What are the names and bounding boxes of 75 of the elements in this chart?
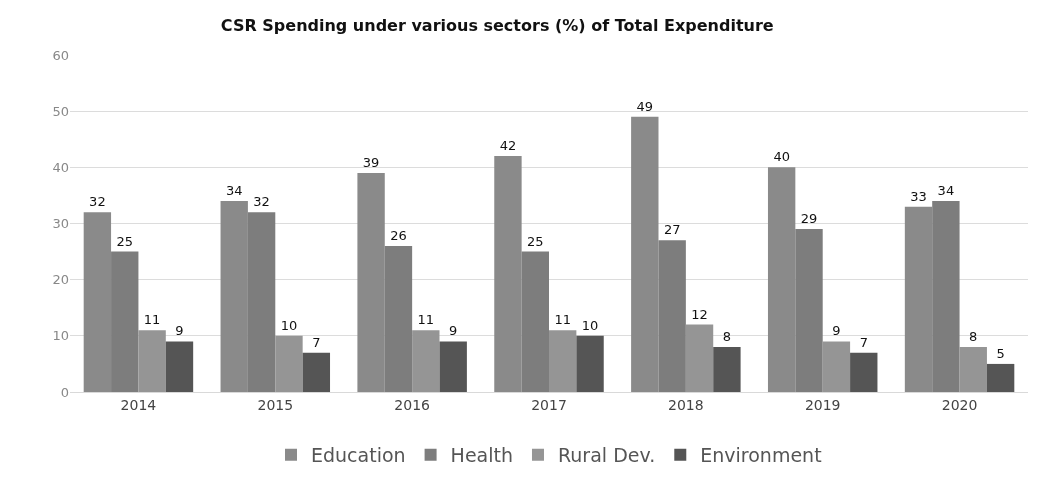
bar [494, 156, 522, 392]
bar [275, 335, 303, 392]
legend-label: Health [450, 444, 513, 467]
data-label: 11 [554, 312, 571, 328]
bar [685, 324, 714, 392]
bar [384, 245, 413, 392]
data-label: 33 [910, 188, 927, 204]
y-tick-label: 20 [52, 272, 69, 288]
x-tick-label: 2016 [394, 396, 431, 413]
bar [767, 167, 796, 392]
data-label: 10 [280, 317, 298, 333]
data-label: 25 [116, 233, 134, 249]
data-label: 8 [722, 329, 732, 345]
bar [165, 341, 194, 392]
data-label: 39 [362, 154, 380, 170]
data-label: 26 [390, 227, 407, 243]
data-label: 32 [253, 194, 270, 210]
legend-label: Environment [700, 444, 822, 467]
bar [904, 206, 933, 392]
bar [631, 116, 659, 392]
data-label: 9 [175, 323, 184, 339]
legend-label: Rural Dev. [557, 444, 656, 467]
data-label: 11 [143, 312, 161, 328]
bar [111, 251, 139, 392]
bar [959, 347, 987, 392]
x-tick-label: 2018 [668, 396, 704, 413]
data-label: 7 [859, 334, 868, 350]
bar [850, 352, 878, 392]
data-label: 25 [527, 233, 544, 249]
bar [932, 201, 960, 392]
y-tick-label: 60 [52, 47, 69, 63]
x-tick-label: 2017 [531, 396, 567, 413]
data-label: 9 [832, 323, 841, 339]
legend-label: Education [311, 444, 406, 467]
data-label: 10 [581, 317, 599, 333]
data-label: 34 [937, 183, 955, 199]
data-label: 34 [225, 183, 243, 199]
data-label: 29 [800, 211, 818, 227]
bar [357, 172, 385, 392]
bar [795, 229, 823, 392]
bar [412, 330, 440, 392]
y-tick-label: 10 [52, 328, 69, 344]
x-tick-label: 2020 [941, 396, 978, 413]
bar [576, 335, 604, 392]
bar [822, 341, 851, 392]
chart-title: CSR Spending under various sectors (%) of Total Expenditure [220, 15, 774, 35]
bar [247, 212, 276, 392]
bar [549, 330, 577, 392]
bar [439, 341, 467, 392]
data-label: 12 [691, 306, 708, 322]
x-tick-label: 2019 [804, 396, 841, 413]
x-tick-label: 2014 [120, 396, 157, 413]
bar [83, 212, 112, 392]
data-label: 42 [499, 138, 517, 154]
bar [713, 347, 741, 392]
bar [138, 330, 166, 392]
bar [302, 352, 331, 392]
x-tick-label: 2015 [257, 396, 294, 413]
y-tick-label: 30 [52, 216, 69, 232]
y-tick-label: 0 [60, 384, 69, 400]
data-label: 5 [996, 345, 1005, 361]
data-label: 8 [969, 329, 978, 345]
data-label: 9 [449, 323, 458, 339]
data-label: 32 [89, 194, 106, 210]
data-label: 11 [417, 312, 435, 328]
data-label: 49 [636, 98, 654, 114]
y-tick-label: 50 [52, 103, 69, 119]
bar [521, 251, 549, 392]
bar [986, 363, 1015, 392]
data-label: 7 [312, 334, 321, 350]
data-label: 40 [773, 149, 790, 165]
y-tick-label: 40 [52, 159, 69, 175]
data-label: 27 [663, 222, 681, 238]
bar [658, 240, 686, 392]
bar [220, 201, 248, 392]
